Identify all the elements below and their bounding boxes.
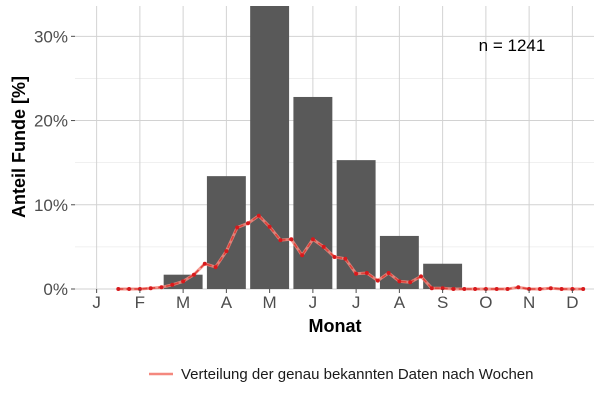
x-tick-label: J (352, 293, 361, 312)
series-point (213, 265, 218, 270)
series-point (170, 282, 175, 287)
x-tick-label: M (176, 293, 190, 312)
x-axis-title: Monat (309, 316, 362, 336)
bar (293, 96, 333, 289)
series-point (202, 261, 207, 266)
x-tick-label: D (566, 293, 578, 312)
x-tick-label: A (394, 293, 406, 312)
series-point (537, 287, 542, 291)
series-point (148, 286, 153, 291)
series-point (181, 279, 186, 284)
series-point (332, 255, 337, 259)
series-point (408, 280, 413, 285)
bar (336, 160, 376, 289)
series-point (386, 271, 391, 275)
series-point (310, 237, 315, 242)
series-point (343, 256, 348, 261)
y-tick-label: 0% (43, 280, 68, 299)
x-tick-label: F (135, 293, 145, 312)
x-tick-label: N (523, 293, 535, 312)
series-point (451, 287, 456, 291)
series-point (516, 285, 521, 290)
bar (250, 6, 290, 289)
x-tick-label: S (437, 293, 448, 312)
series-point (267, 224, 272, 229)
y-axis: 0% 10% 20% 30% (34, 27, 75, 299)
series-point (116, 287, 121, 291)
series-point (473, 287, 478, 291)
series-point (246, 221, 250, 226)
series-point (419, 274, 423, 279)
series-point (440, 286, 445, 291)
series-point (127, 287, 132, 291)
series-point (429, 286, 434, 291)
x-tick-label: O (479, 293, 492, 312)
series-point (224, 249, 229, 254)
legend: Verteilung der genau bekannten Daten nac… (149, 366, 534, 383)
y-tick-label: 10% (34, 196, 68, 215)
series-point (159, 285, 164, 290)
series-point (364, 271, 369, 275)
sample-size-annotation: n = 1241 (479, 36, 546, 55)
series-point (289, 237, 294, 242)
series-line-dashed (118, 214, 584, 290)
series-point (548, 286, 553, 291)
x-tick-label: J (92, 293, 101, 312)
week-distribution-line (116, 213, 586, 291)
x-tick-label: A (221, 293, 233, 312)
series-point (354, 271, 359, 276)
x-tick-label: M (263, 293, 277, 312)
series-point (462, 287, 467, 291)
y-axis-title: Anteil Funde [%] (9, 76, 29, 218)
series-point (397, 279, 402, 284)
y-tick-label: 30% (34, 27, 68, 46)
series-point (559, 287, 564, 291)
series-point (375, 278, 380, 283)
series-point (505, 287, 510, 291)
series-point (256, 213, 261, 218)
bar (206, 176, 246, 289)
x-tick-label: J (309, 293, 318, 312)
series-point (300, 253, 305, 258)
series-point (278, 238, 283, 243)
y-tick-label: 20% (34, 112, 68, 131)
plot-background (75, 6, 594, 289)
series-point (235, 225, 240, 230)
series-point (191, 272, 196, 277)
legend-label: Verteilung der genau bekannten Daten nac… (181, 366, 534, 383)
series-point (321, 244, 326, 249)
series-point (581, 287, 586, 291)
series-point (494, 287, 499, 291)
